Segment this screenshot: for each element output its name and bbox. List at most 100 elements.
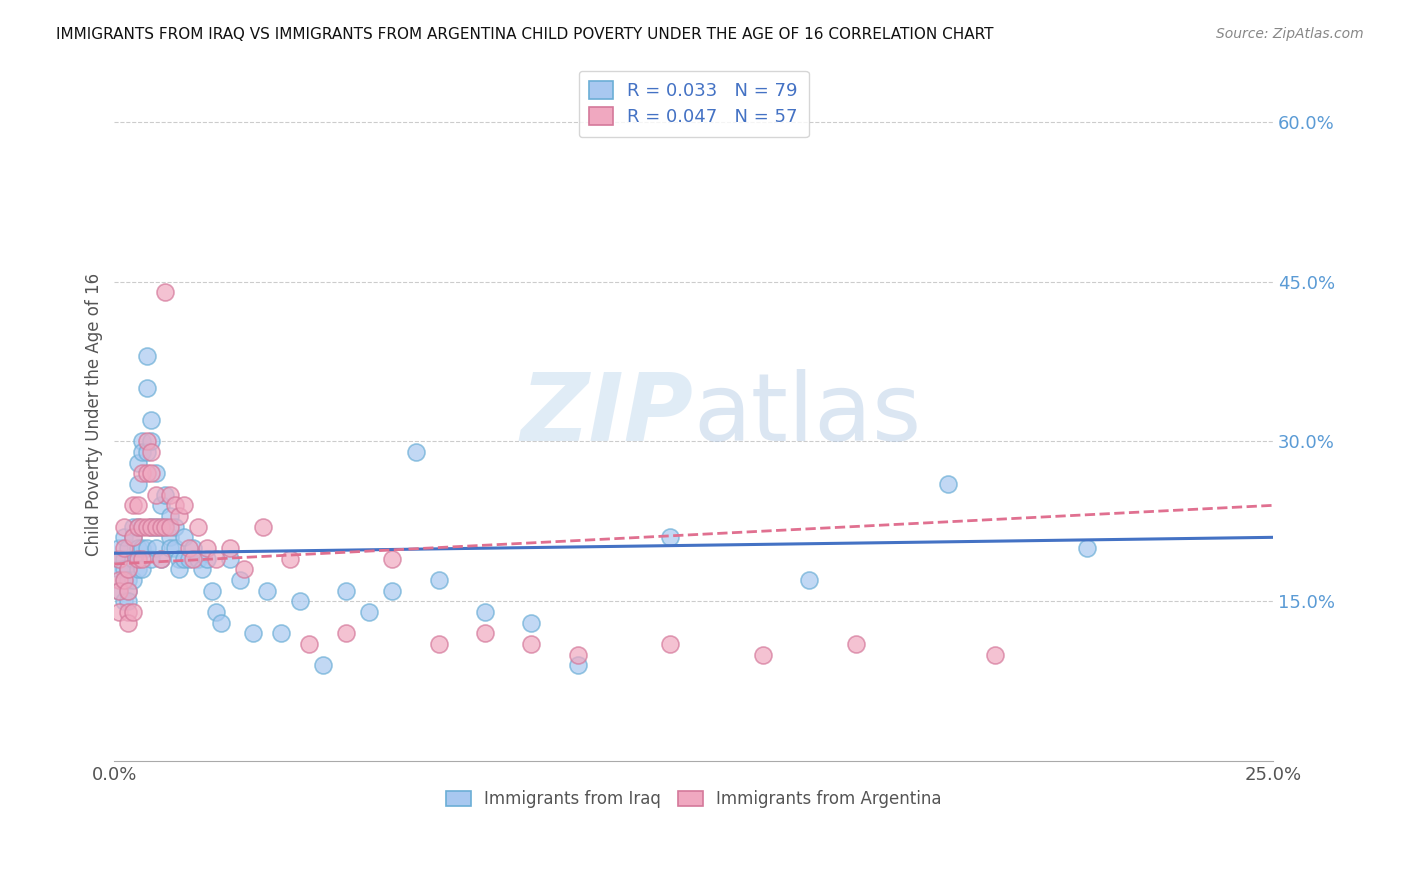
Point <box>381 583 404 598</box>
Point <box>169 562 191 576</box>
Point <box>252 519 274 533</box>
Point <box>149 519 172 533</box>
Point <box>141 413 163 427</box>
Point <box>135 381 157 395</box>
Point <box>256 583 278 598</box>
Point <box>405 445 427 459</box>
Point <box>270 626 292 640</box>
Point <box>195 551 218 566</box>
Point <box>141 551 163 566</box>
Point <box>122 530 145 544</box>
Point <box>159 488 181 502</box>
Point <box>141 445 163 459</box>
Point <box>159 519 181 533</box>
Point <box>984 648 1007 662</box>
Point <box>122 573 145 587</box>
Point <box>122 551 145 566</box>
Point <box>149 551 172 566</box>
Point <box>149 499 172 513</box>
Point <box>117 573 139 587</box>
Point <box>155 488 177 502</box>
Point <box>173 530 195 544</box>
Point <box>427 573 450 587</box>
Point <box>474 605 496 619</box>
Point <box>135 349 157 363</box>
Point <box>117 583 139 598</box>
Text: ZIP: ZIP <box>520 368 693 461</box>
Point <box>169 508 191 523</box>
Point <box>131 467 153 481</box>
Point <box>155 285 177 300</box>
Point <box>799 573 821 587</box>
Point <box>112 562 135 576</box>
Point <box>135 445 157 459</box>
Point <box>187 551 209 566</box>
Point <box>127 456 149 470</box>
Point <box>474 626 496 640</box>
Point <box>181 541 204 555</box>
Point <box>752 648 775 662</box>
Point <box>219 551 242 566</box>
Point <box>181 551 204 566</box>
Point <box>135 467 157 481</box>
Point <box>567 658 589 673</box>
Point <box>335 583 357 598</box>
Point <box>117 562 139 576</box>
Point <box>117 615 139 630</box>
Point <box>173 551 195 566</box>
Point <box>112 519 135 533</box>
Point <box>169 551 191 566</box>
Point <box>145 541 167 555</box>
Point <box>938 477 960 491</box>
Point <box>163 519 186 533</box>
Point <box>205 551 228 566</box>
Point <box>520 637 543 651</box>
Point <box>117 594 139 608</box>
Point <box>135 541 157 555</box>
Point <box>845 637 868 651</box>
Point <box>131 562 153 576</box>
Legend: Immigrants from Iraq, Immigrants from Argentina: Immigrants from Iraq, Immigrants from Ar… <box>439 784 948 815</box>
Point <box>228 573 250 587</box>
Point <box>1076 541 1098 555</box>
Point <box>149 551 172 566</box>
Point <box>131 519 153 533</box>
Point <box>427 637 450 651</box>
Point <box>135 519 157 533</box>
Point <box>163 541 186 555</box>
Point <box>567 648 589 662</box>
Point <box>135 434 157 449</box>
Point <box>108 583 131 598</box>
Point <box>288 594 311 608</box>
Point <box>280 551 302 566</box>
Point <box>145 467 167 481</box>
Point <box>187 519 209 533</box>
Point <box>117 583 139 598</box>
Point <box>159 508 181 523</box>
Point <box>205 605 228 619</box>
Point <box>112 530 135 544</box>
Point <box>335 626 357 640</box>
Point <box>108 583 131 598</box>
Point <box>659 530 682 544</box>
Point <box>145 519 167 533</box>
Point <box>127 541 149 555</box>
Point <box>177 551 200 566</box>
Point <box>141 519 163 533</box>
Point <box>242 626 264 640</box>
Point <box>122 519 145 533</box>
Point <box>131 541 153 555</box>
Point <box>108 573 131 587</box>
Point <box>112 573 135 587</box>
Point <box>127 562 149 576</box>
Point <box>131 551 153 566</box>
Point <box>163 499 186 513</box>
Point <box>233 562 256 576</box>
Point <box>108 551 131 566</box>
Point <box>201 583 224 598</box>
Point <box>117 605 139 619</box>
Point <box>298 637 321 651</box>
Point <box>209 615 232 630</box>
Text: IMMIGRANTS FROM IRAQ VS IMMIGRANTS FROM ARGENTINA CHILD POVERTY UNDER THE AGE OF: IMMIGRANTS FROM IRAQ VS IMMIGRANTS FROM … <box>56 27 994 42</box>
Y-axis label: Child Poverty Under the Age of 16: Child Poverty Under the Age of 16 <box>86 273 103 557</box>
